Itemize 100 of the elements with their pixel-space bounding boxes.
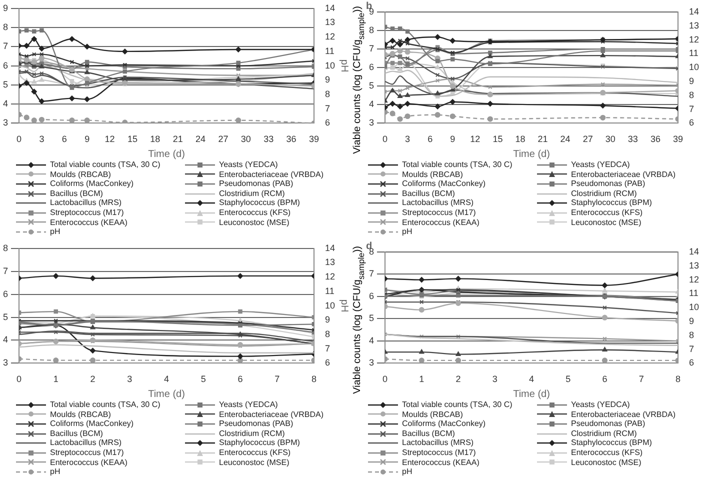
y2-tick-label: 10 [688, 62, 700, 72]
y2-tick-label: 13 [324, 17, 336, 28]
x-tick-label: 12 [470, 134, 480, 144]
x-tick-label: 7 [638, 374, 644, 384]
y2-tick-label: 11 [688, 48, 698, 58]
y-tick-label: 7 [368, 268, 374, 279]
x-tick-label: 0 [382, 374, 388, 384]
legend-label: Clostridium (RCM) [219, 428, 285, 438]
legend-label: Pseudomonas (PAB) [571, 179, 646, 189]
legend-label: Lactobacillus (MRS) [402, 438, 474, 448]
x-tick-label: 39 [308, 134, 319, 144]
x-tick-label: 21 [172, 134, 183, 144]
y2-tick-label: 11 [324, 286, 334, 296]
x-tick-label: 4 [528, 374, 534, 384]
legend-label: Lactobacillus (MRS) [50, 198, 122, 208]
y2-tick-label: 13 [324, 257, 336, 268]
x-tick-label: 21 [538, 134, 548, 144]
x-axis-title: Time (d) [513, 148, 550, 160]
legend-label: Staphylococcus (BPM) [571, 438, 652, 448]
legend-label: Streptococcus (M17) [50, 448, 124, 458]
legend-label: Total viable counts (TSA, 30 C) [50, 400, 160, 410]
y-tick-label: 5 [2, 312, 8, 322]
legend-label: Enterococcus (KFS) [219, 448, 291, 458]
y-tick-label: 6 [368, 62, 374, 72]
x-tick-label: 6 [62, 134, 67, 144]
x-tick-label: 6 [602, 374, 608, 384]
y-tick-label: 5 [2, 79, 8, 90]
legend-label: Staphylococcus (BPM) [219, 198, 300, 208]
y-tick-label: 7 [2, 266, 8, 276]
legend-label: Coliforms (MacConkey) [50, 419, 134, 429]
x-tick-label: 30 [605, 134, 616, 144]
y-tick-label: 4 [2, 334, 8, 345]
x-tick-label: 0 [16, 374, 22, 384]
y-tick-label: 4 [368, 335, 374, 346]
y2-tick-label: 14 [324, 242, 336, 253]
legend-label: Pseudomonas (PAB) [219, 419, 294, 429]
legend-label: Leuconostoc (MSE) [571, 218, 642, 228]
y2-tick-label: 9 [688, 76, 694, 86]
legend-label: Enterococcus (KEAA) [50, 458, 128, 468]
legend-label: Moulds (RBCAB) [402, 170, 463, 180]
legend-label: Enterococcus (KEAA) [402, 218, 480, 228]
legend-label: Clostridium (RCM) [571, 188, 637, 198]
y2-tick-label: 8 [324, 328, 330, 339]
y-tick-label: 4 [2, 98, 8, 109]
x-tick-label: 39 [672, 134, 683, 144]
x-axis-title: Time (d) [148, 388, 185, 400]
x-tick-label: 15 [492, 134, 503, 144]
y2-tick-label: 9 [324, 74, 330, 85]
y2-tick-label: 6 [324, 358, 330, 368]
y2-tick-label: 10 [324, 60, 336, 70]
legend-label: Total viable counts (TSA, 30 C) [50, 160, 160, 170]
x-axis-title: Time (d) [148, 148, 185, 160]
y-tick-label: 3 [368, 118, 374, 128]
x-axis-title: Time (d) [513, 388, 550, 400]
x-tick-label: 18 [150, 134, 160, 144]
legend-label: Coliforms (MacConkey) [50, 179, 134, 189]
y2-tick-label: 7 [324, 103, 330, 114]
legend-label: Enterococcus (KFS) [219, 208, 291, 218]
y2-tick-label: 13 [688, 20, 700, 30]
x-tick-label: 15 [127, 134, 138, 144]
y-tick-label: 6 [368, 290, 374, 301]
legend-label: pH [402, 467, 412, 477]
x-tick-label: 33 [264, 134, 274, 144]
legend-label: Moulds (RBCAB) [402, 410, 463, 420]
legend-label: Bacillus (BCM) [50, 188, 103, 198]
legend-label: Lactobacillus (MRS) [402, 198, 474, 208]
legend-label: Pseudomonas (PAB) [219, 179, 294, 189]
y2-tick-label: 7 [688, 344, 694, 354]
legend-label: Enterobacteriaceae (VRBDA) [571, 170, 676, 180]
x-tick-label: 24 [560, 134, 570, 144]
legend-label: Yeasts (YEDCA) [571, 400, 630, 410]
y-tick-label: 8 [368, 25, 374, 36]
legend-label: Clostridium (RCM) [219, 188, 285, 198]
y2-tick-label: 12 [688, 34, 700, 44]
y2-tick-label: 6 [324, 118, 330, 128]
legend-label: Coliforms (MacConkey) [402, 419, 486, 429]
y2-tick-label: 12 [688, 274, 700, 284]
y-tick-label: 5 [368, 313, 374, 324]
legend-label: Streptococcus (M17) [50, 208, 124, 218]
x-tick-label: 8 [675, 374, 680, 384]
x-tick-label: 33 [628, 134, 638, 144]
legend-label: Total viable counts (TSA, 30 C) [402, 160, 512, 170]
x-tick-label: 5 [200, 374, 206, 384]
y-tick-label: 5 [368, 80, 374, 91]
y2-tick-label: 9 [688, 316, 694, 326]
legend-label: pH [50, 227, 60, 237]
x-tick-label: 30 [240, 134, 251, 144]
y2-tick-label: 8 [688, 330, 694, 340]
y2-tick-label: 14 [688, 246, 700, 256]
legend-label: Total viable counts (TSA, 30 C) [402, 400, 512, 410]
x-tick-label: 3 [405, 134, 410, 144]
legend-label: Yeasts (YEDCA) [571, 160, 630, 170]
y2-axis-title: pH [338, 299, 350, 312]
y-tick-label: 3 [2, 358, 8, 368]
legend-label: Moulds (RBCAB) [50, 410, 111, 420]
x-tick-label: 1 [53, 374, 58, 384]
legend-label: Yeasts (YEDCA) [219, 400, 278, 410]
y2-tick-label: 14 [688, 6, 700, 16]
legend-label: Staphylococcus (BPM) [571, 198, 652, 208]
y2-tick-label: 12 [324, 32, 336, 42]
